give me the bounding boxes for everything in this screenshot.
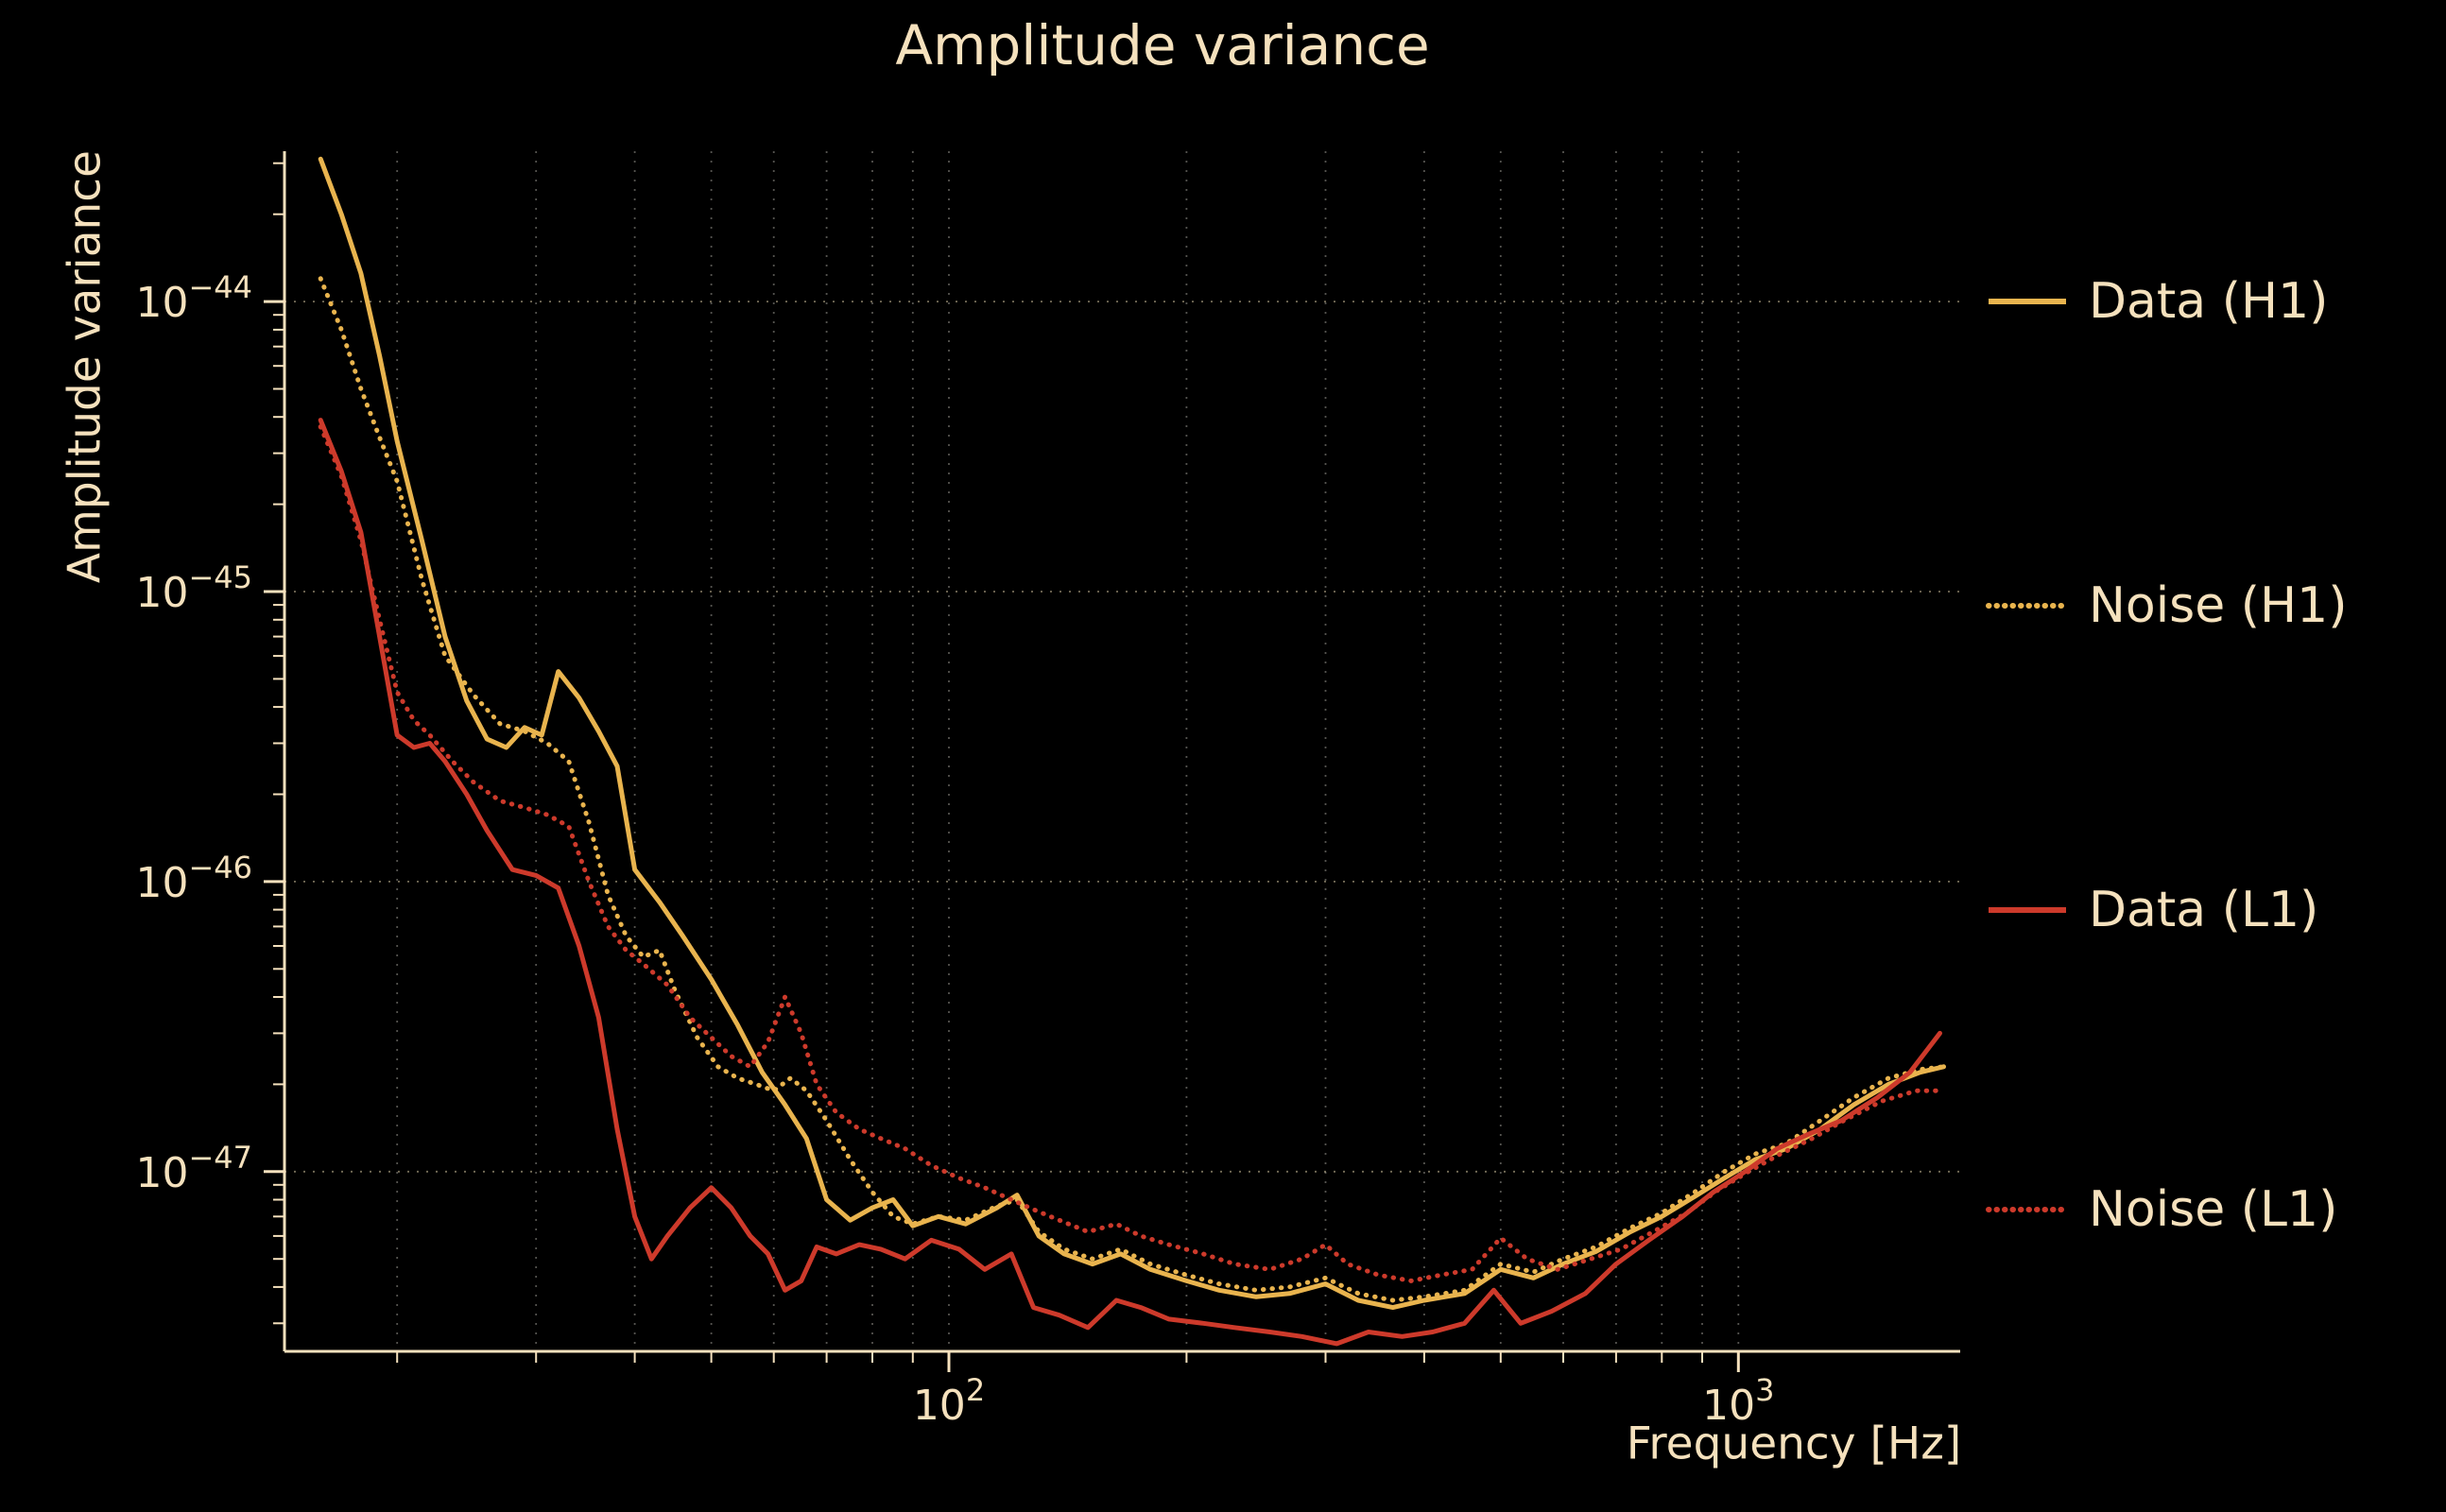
legend-label-data-h1: Data (H1) (2089, 273, 2329, 330)
legend-line-sample-noise-h1 (1986, 603, 2069, 609)
svg-text:10−46: 10−46 (135, 850, 252, 907)
legend-label-data-l1: Data (L1) (2089, 882, 2319, 938)
legend-label-noise-l1: Noise (L1) (2089, 1181, 2338, 1238)
svg-text:102: 102 (913, 1372, 985, 1430)
legend-label-noise-h1: Noise (H1) (2089, 577, 2348, 634)
legend-entry-data-l1: Data (L1) (1985, 877, 2318, 943)
svg-text:10−44: 10−44 (135, 269, 252, 327)
svg-text:10−47: 10−47 (135, 1140, 252, 1197)
chart-title: Amplitude variance (895, 13, 1430, 77)
legend-entry-data-h1: Data (H1) (1985, 268, 2328, 335)
svg-text:10−45: 10−45 (135, 559, 252, 617)
legend-line-sample-data-l1 (1989, 907, 2066, 913)
legend-line-sample-noise-l1 (1986, 1207, 2069, 1212)
legend-entry-noise-h1: Noise (H1) (1985, 573, 2348, 639)
y-axis-label: Amplitude variance (59, 149, 112, 584)
legend: Data (H1) Noise (H1) Data (L1) Noise (L1… (1985, 0, 2438, 1512)
legend-entry-noise-l1: Noise (L1) (1985, 1177, 2337, 1243)
legend-line-sample-data-h1 (1989, 299, 2066, 304)
x-axis-label: Frequency [Hz] (1626, 1418, 1962, 1470)
